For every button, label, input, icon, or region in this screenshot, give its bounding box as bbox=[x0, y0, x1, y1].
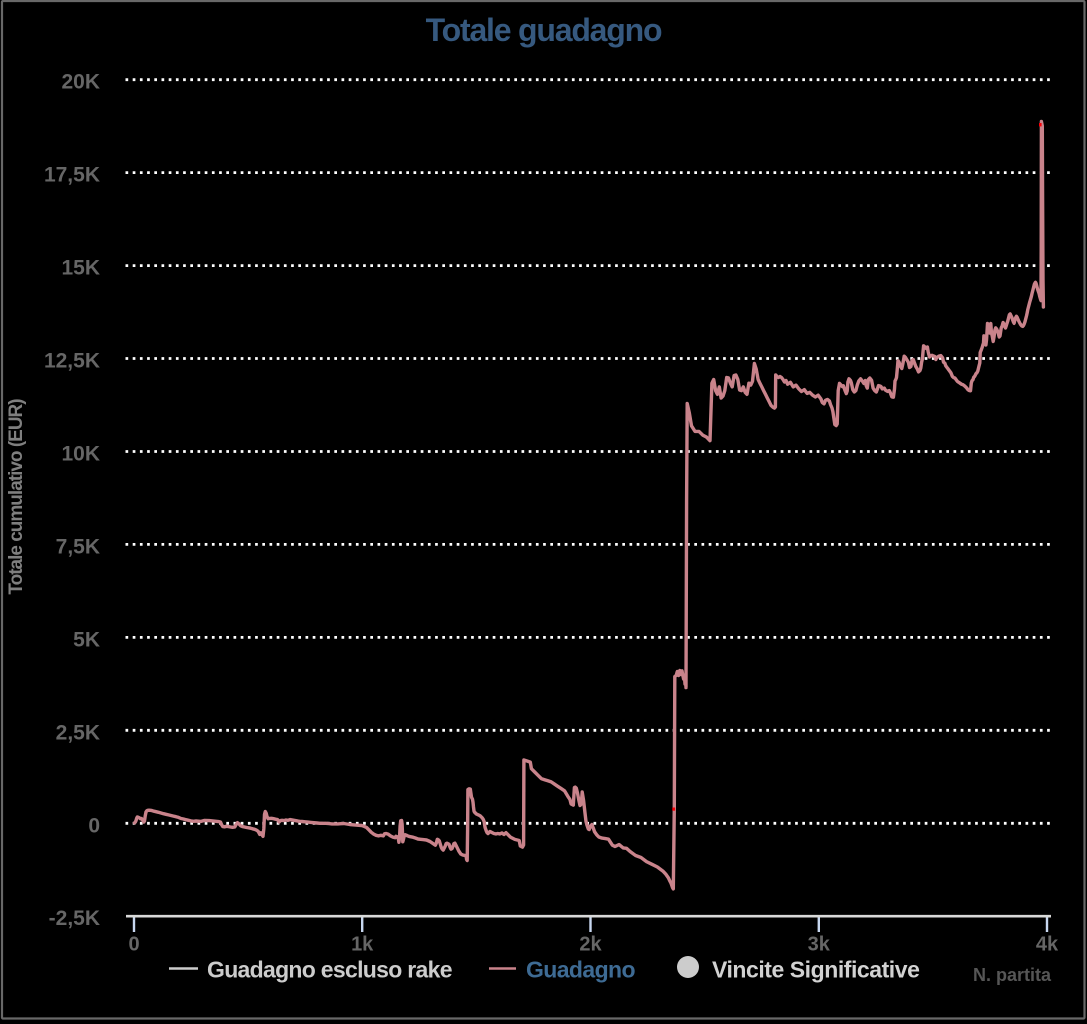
svg-text:17,5K: 17,5K bbox=[44, 164, 100, 187]
svg-text:12,5K: 12,5K bbox=[44, 350, 100, 373]
svg-text:0: 0 bbox=[88, 814, 100, 837]
svg-text:3k: 3k bbox=[808, 934, 831, 956]
svg-text:Vincite Significative: Vincite Significative bbox=[712, 957, 919, 983]
svg-text:-2,5K: -2,5K bbox=[49, 907, 100, 930]
svg-text:Guadagno: Guadagno bbox=[526, 957, 635, 983]
svg-text:Totale cumulativo (EUR): Totale cumulativo (EUR) bbox=[6, 399, 27, 595]
svg-text:5K: 5K bbox=[73, 628, 100, 651]
svg-text:1k: 1k bbox=[351, 934, 374, 956]
svg-text:2,5K: 2,5K bbox=[56, 721, 100, 744]
svg-text:2k: 2k bbox=[579, 934, 602, 956]
svg-text:4k: 4k bbox=[1036, 934, 1059, 956]
svg-text:7,5K: 7,5K bbox=[56, 535, 100, 558]
svg-text:Totale guadagno: Totale guadagno bbox=[426, 12, 662, 48]
svg-text:20K: 20K bbox=[61, 71, 100, 94]
svg-text:10K: 10K bbox=[61, 443, 100, 466]
svg-text:0: 0 bbox=[128, 934, 139, 956]
svg-text:N. partita: N. partita bbox=[973, 965, 1052, 985]
svg-text:Guadagno escluso rake: Guadagno escluso rake bbox=[207, 957, 452, 983]
svg-text:15K: 15K bbox=[61, 257, 100, 280]
